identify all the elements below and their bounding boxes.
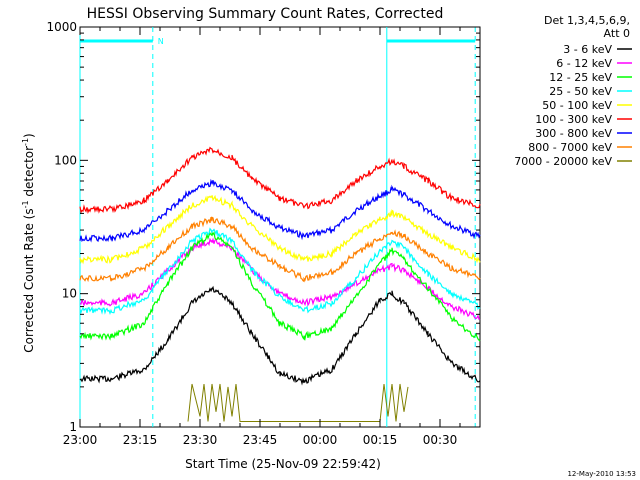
legend-label-1: 6 - 12 keV [556,57,612,70]
legend-label-6: 300 - 800 keV [535,127,612,140]
x-axis-label: Start Time (25-Nov-09 22:59:42) [185,457,381,471]
series-line-0 [79,285,481,386]
x-tick-label-5: 00:15 [363,433,398,447]
x-tick-label-2: 23:30 [183,433,218,447]
legend-header-line1: Det 1,3,4,5,6,9, [544,14,630,27]
legend-label-7: 800 - 7000 keV [528,141,612,154]
y-axis-label: Corrected Count Rate (s-1 detector-1) [21,133,36,352]
legend-label-4: 50 - 100 keV [542,99,612,112]
legend-label-0: 3 - 6 keV [563,43,612,56]
series-line-5 [79,146,481,215]
series-layer [79,146,481,422]
top-bar-label: N [158,37,164,46]
y-tick-label-1: 10 [62,287,77,301]
legend-label-5: 100 - 300 keV [535,113,612,126]
svg-text:Corrected Count Rate (s-1 dete: Corrected Count Rate (s-1 detector-1) [21,133,36,352]
axes-layer: 1 10 100 1000 23:00 23:15 23:30 23:45 00:00 00:15… [46,20,481,447]
legend-label-8: 7000 - 20000 keV [514,155,612,168]
x-tick-label-6: 00:30 [423,433,458,447]
footer-timestamp: 12-May-2010 13:53 [567,470,636,478]
x-tick-label-0: 23:00 [63,433,98,447]
series-line-4 [79,194,481,265]
chart-title: HESSI Observing Summary Count Rates, Cor… [87,6,444,22]
y-axis-label-sup1: -1 [21,200,30,208]
y-axis-label-end: ) [22,133,36,138]
y-tick-label-0: 1 [69,420,77,434]
y-axis-label-mid: detector [22,146,36,201]
y-tick-label-2: 100 [54,153,77,167]
series-line-6 [79,178,481,243]
observing-markers: N [79,27,476,427]
y-axis-label-sup2: -1 [21,138,30,146]
series-line-8 [187,383,409,422]
x-tick-label-4: 00:00 [303,433,338,447]
legend-label-2: 12 - 25 keV [549,71,612,84]
series-line-7 [79,216,481,283]
legend-header-line2: Att 0 [604,27,630,40]
series-line-1 [79,237,481,321]
y-tick-label-3: 1000 [46,20,77,34]
x-tick-label-1: 23:15 [123,433,158,447]
y-axis-label-main: Corrected Count Rate (s [22,208,36,352]
legend-label-3: 25 - 50 keV [549,85,612,98]
x-tick-label-3: 23:45 [243,433,278,447]
series-line-2 [79,230,481,342]
series-line-3 [79,227,481,315]
